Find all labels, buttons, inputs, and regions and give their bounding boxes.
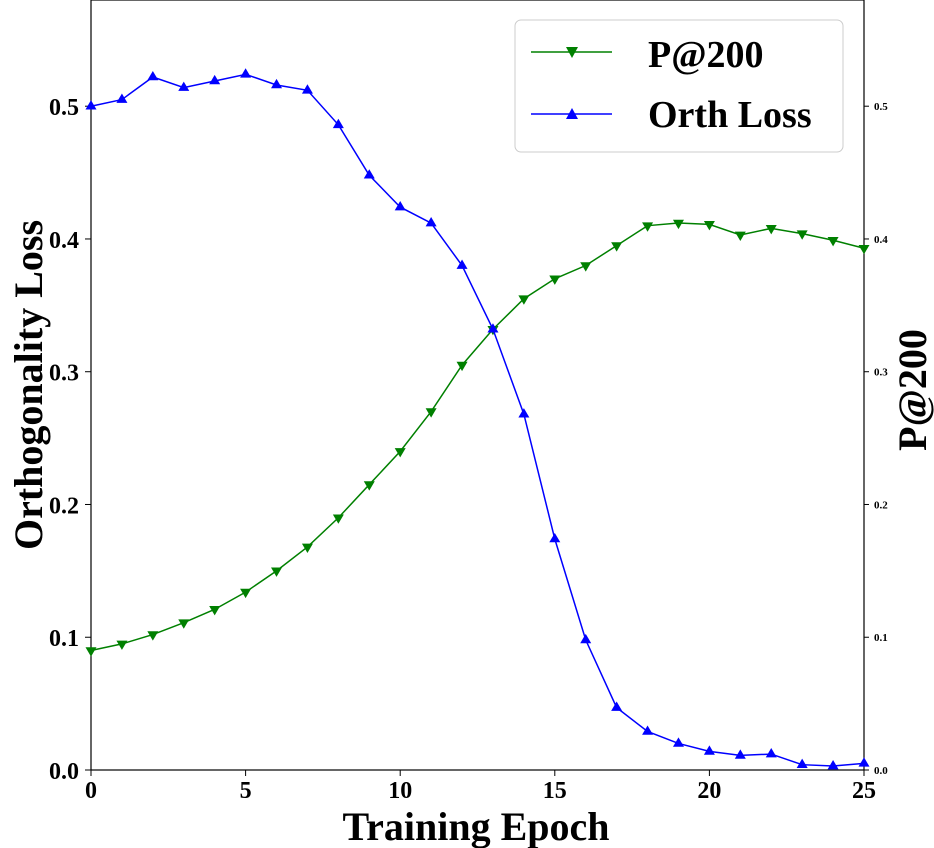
right-y-axis-label: P@200 (890, 329, 934, 451)
left-y-tick-label: 0.1 (49, 626, 79, 652)
x-tick-label: 5 (240, 778, 252, 804)
data-point-p-200 (672, 219, 684, 230)
x-tick-label: 0 (85, 778, 97, 804)
data-point-p-200 (147, 631, 159, 641)
right-y-axis-ticks: 0.0 0.1 0.2 0.3 0.4 0.5 (864, 101, 888, 777)
data-point-orth-loss (672, 737, 684, 747)
right-y-tick-label: 0.4 (874, 234, 888, 246)
left-y-axis-label: Orthogonality Loss (6, 220, 51, 550)
right-y-tick-label: 0.0 (874, 765, 888, 777)
x-axis-ticks: 0 5 10 15 20 25 (85, 770, 876, 804)
data-point-orth-loss (642, 725, 654, 735)
data-point-orth-loss (858, 757, 870, 767)
data-point-p-200 (271, 567, 283, 577)
data-point-orth-loss (765, 748, 777, 758)
x-tick-label: 25 (852, 778, 876, 804)
data-point-orth-loss (394, 201, 406, 211)
right-y-tick-label: 0.1 (874, 632, 888, 644)
data-point-p-200 (301, 543, 313, 554)
series-layer (85, 68, 870, 770)
data-point-p-200 (796, 230, 808, 240)
right-y-tick-label: 0.3 (874, 367, 888, 379)
data-point-p-200 (734, 231, 746, 242)
x-tick-label: 10 (388, 778, 412, 804)
data-point-p-200 (425, 408, 437, 418)
data-point-p-200 (765, 225, 777, 235)
data-point-p-200 (642, 222, 654, 232)
x-tick-label: 20 (697, 778, 721, 804)
x-tick-label: 15 (543, 778, 567, 804)
left-y-tick-label: 0.2 (49, 493, 79, 519)
series-p-200 (85, 219, 870, 657)
data-point-orth-loss (271, 78, 283, 89)
data-point-orth-loss (518, 408, 530, 418)
data-point-p-200 (518, 295, 530, 305)
data-point-p-200 (363, 481, 375, 491)
data-point-p-200 (703, 221, 715, 231)
left-y-tick-label: 0.3 (49, 361, 79, 387)
legend-marker-orth-loss (566, 108, 578, 119)
data-point-p-200 (456, 361, 468, 372)
data-point-orth-loss (85, 100, 97, 110)
data-point-orth-loss (549, 532, 561, 543)
left-y-tick-label: 0.5 (49, 95, 79, 121)
data-point-orth-loss (209, 74, 221, 85)
data-point-p-200 (549, 275, 561, 285)
legend: P@200 Orth Loss (514, 19, 844, 153)
x-axis-label: Training Epoch (342, 804, 609, 848)
legend-box (514, 19, 844, 153)
data-point-orth-loss (425, 216, 437, 227)
data-point-orth-loss (363, 169, 375, 179)
data-point-orth-loss (611, 701, 623, 711)
series-line-p-200 (90, 222, 865, 652)
plot-frame (90, 0, 865, 771)
legend-entry-p200: P@200 (531, 34, 764, 76)
left-y-axis-ticks: 0.0 0.1 0.2 0.3 0.4 0.5 (49, 95, 91, 785)
data-point-orth-loss (301, 84, 313, 94)
data-point-orth-loss (487, 323, 499, 333)
data-point-p-200 (240, 588, 252, 599)
data-point-orth-loss (827, 759, 839, 770)
data-point-orth-loss (240, 68, 252, 78)
data-point-p-200 (827, 236, 839, 247)
data-point-p-200 (394, 448, 406, 458)
legend-label-p200: P@200 (648, 34, 764, 76)
legend-marker-p200 (566, 47, 578, 58)
data-point-p-200 (178, 619, 190, 629)
data-point-orth-loss (796, 758, 808, 768)
left-y-tick-label: 0.4 (49, 228, 79, 254)
data-point-p-200 (332, 514, 344, 524)
data-point-p-200 (858, 244, 870, 255)
data-point-orth-loss (580, 633, 592, 644)
data-point-orth-loss (116, 93, 128, 103)
data-point-p-200 (85, 647, 97, 657)
data-point-p-200 (209, 606, 221, 616)
data-point-orth-loss (332, 118, 344, 129)
data-point-orth-loss (456, 259, 468, 269)
data-point-p-200 (611, 242, 623, 252)
legend-label-orth-loss: Orth Loss (648, 94, 812, 136)
data-point-orth-loss (734, 749, 746, 759)
data-point-orth-loss (703, 745, 715, 755)
data-point-orth-loss (147, 70, 159, 81)
data-point-p-200 (116, 640, 128, 650)
left-y-tick-label: 0.0 (49, 759, 79, 785)
right-y-tick-label: 0.2 (874, 499, 888, 511)
series-orth-loss (85, 68, 870, 770)
legend-entry-orth-loss: Orth Loss (531, 94, 812, 136)
series-line-orth-loss (90, 73, 865, 767)
data-point-p-200 (580, 262, 592, 272)
data-point-orth-loss (178, 81, 190, 91)
right-y-tick-label: 0.5 (874, 101, 888, 113)
